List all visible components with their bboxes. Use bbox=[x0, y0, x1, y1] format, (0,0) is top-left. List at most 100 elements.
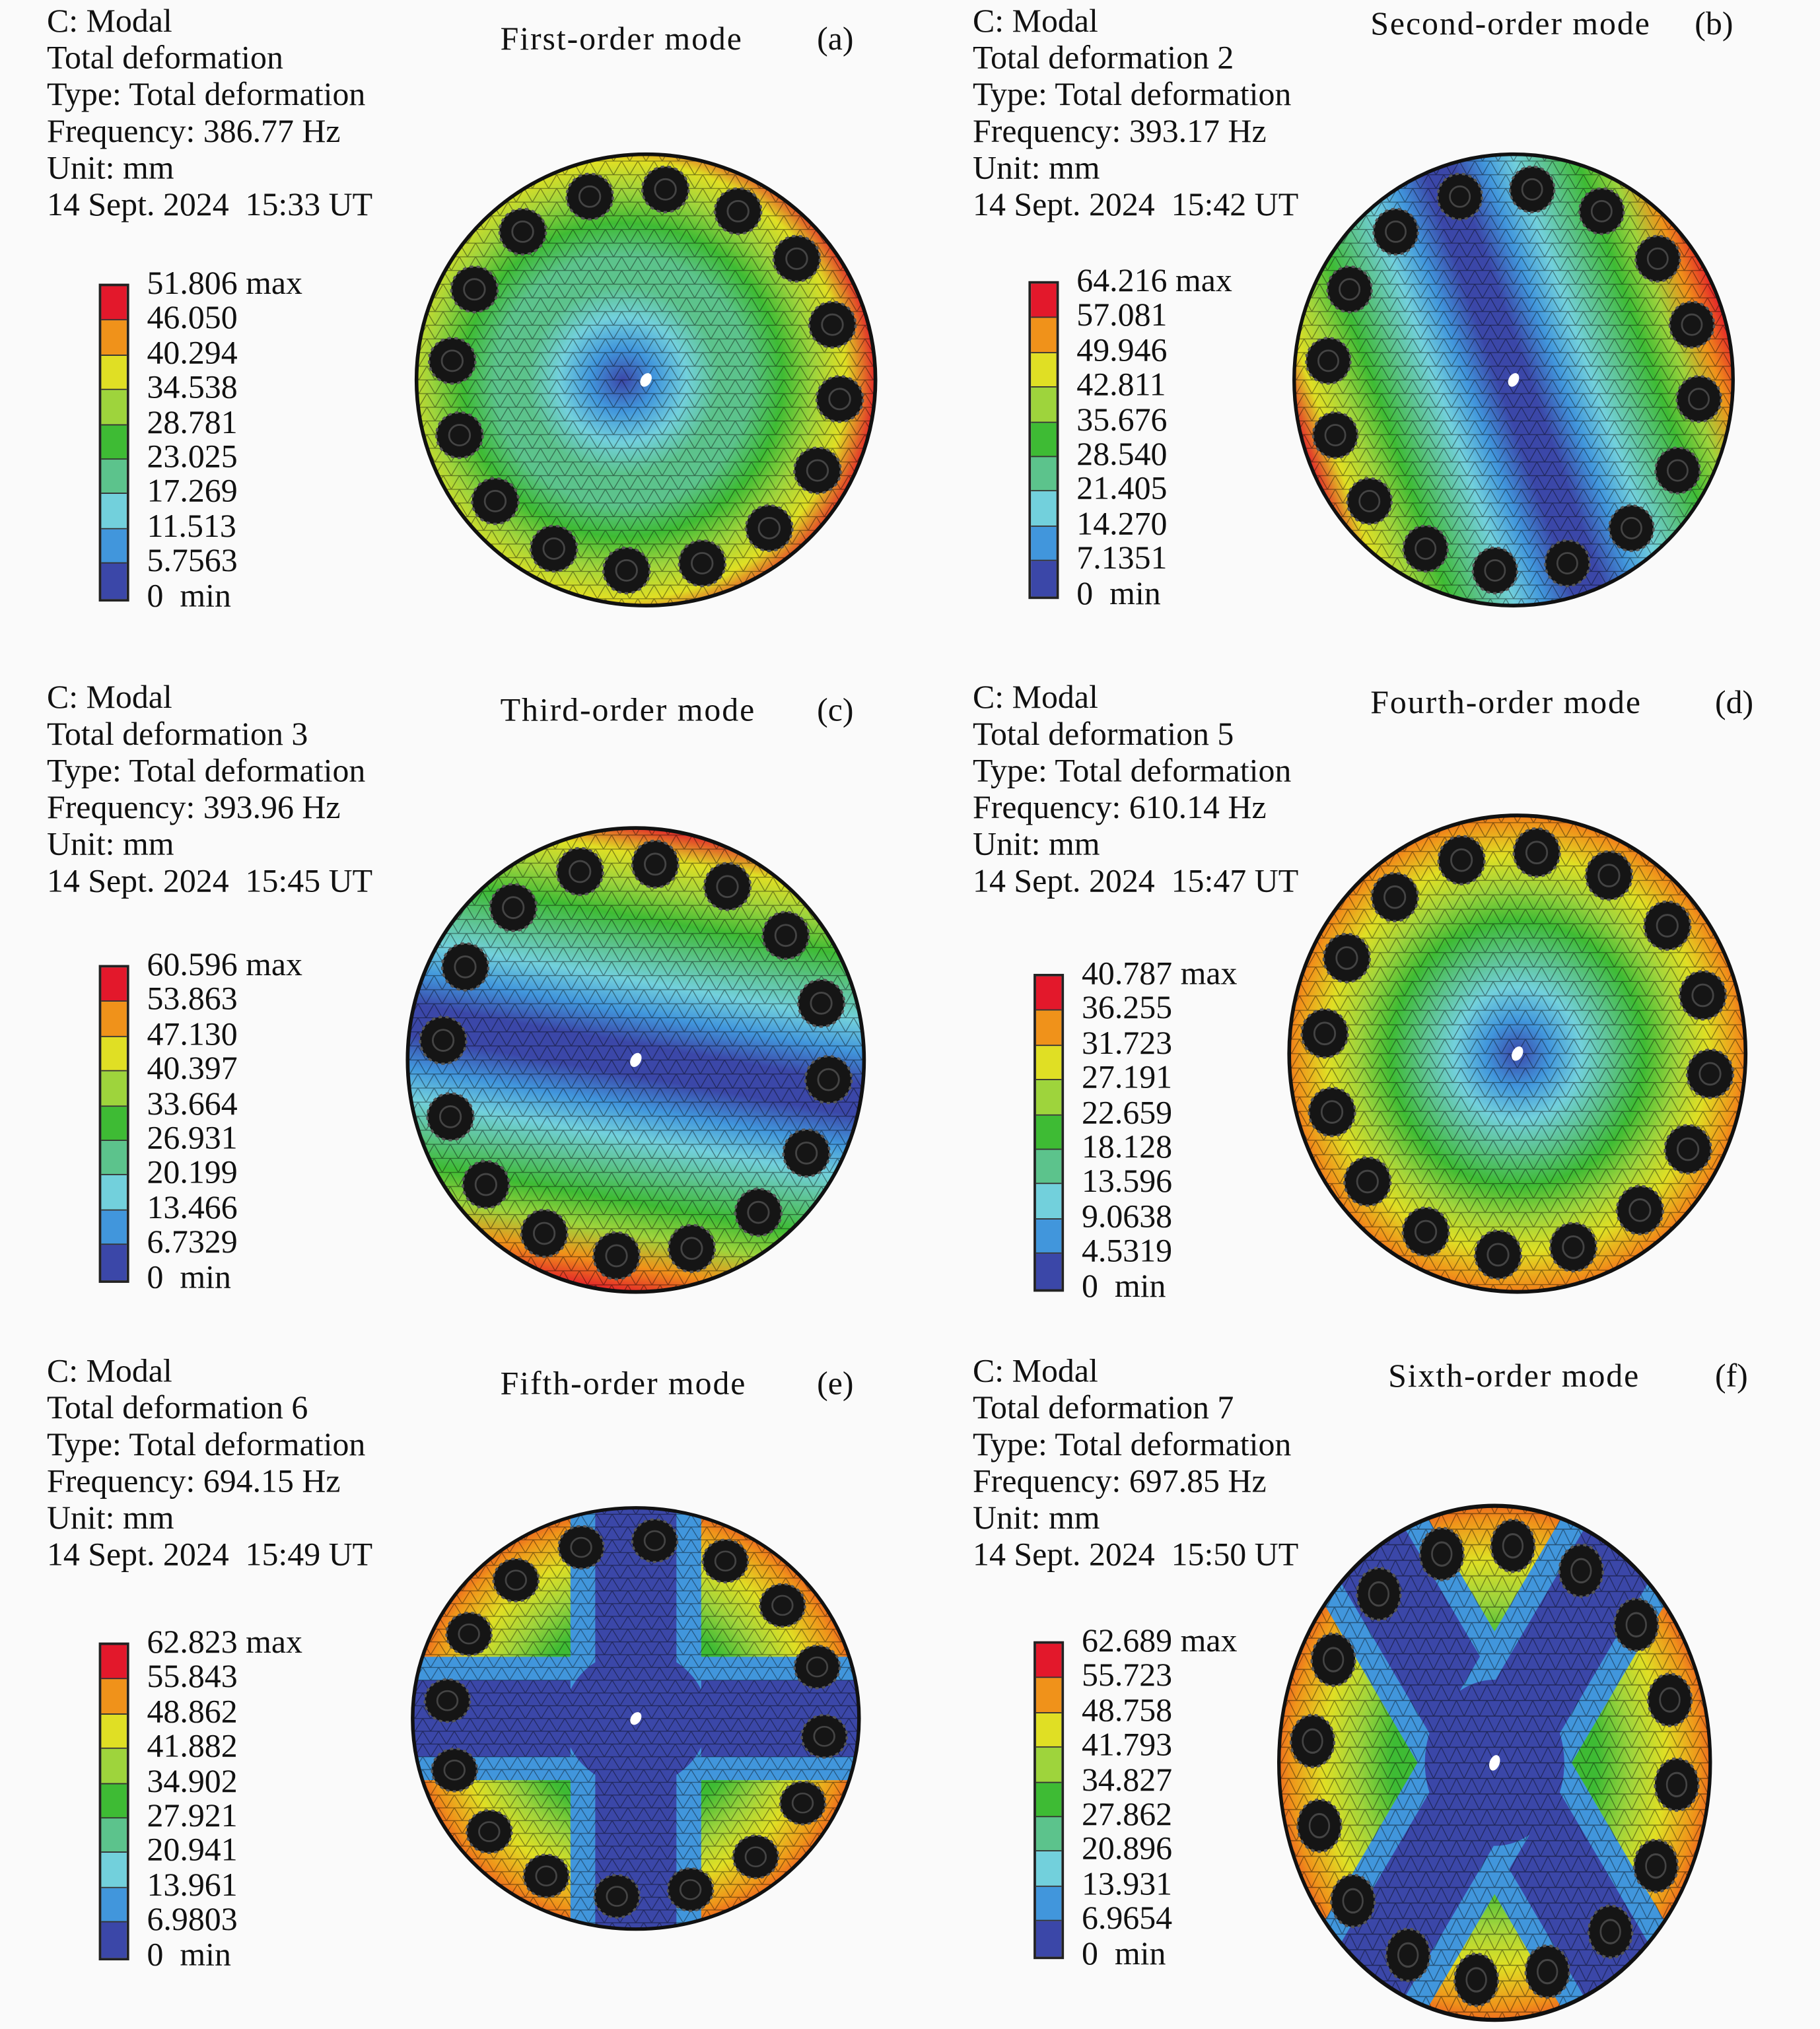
bolt-hole bbox=[1654, 446, 1701, 495]
bolt-hole bbox=[565, 172, 614, 221]
bolt-hole bbox=[1634, 234, 1681, 283]
info-line: Unit: mm bbox=[973, 1499, 1100, 1536]
legend-band bbox=[101, 967, 127, 1002]
mode-shape-contour-plot bbox=[414, 152, 878, 607]
legend-band bbox=[101, 1106, 127, 1142]
mode-shape-contour-plot bbox=[1292, 152, 1735, 607]
center-hole bbox=[1508, 373, 1520, 387]
bolt-hole bbox=[593, 1874, 641, 1919]
center-hole bbox=[640, 373, 652, 387]
bolt-hole bbox=[1558, 1543, 1604, 1599]
legend-tick-label: 62.823 max bbox=[147, 1623, 302, 1661]
legend-band bbox=[1035, 976, 1062, 1012]
legend-tick-label: 31.723 bbox=[1081, 1024, 1173, 1061]
legend-band bbox=[1031, 422, 1057, 458]
disc-plot bbox=[410, 1506, 861, 1938]
legend-tick-label: 27.921 bbox=[147, 1797, 238, 1834]
legend-band bbox=[1035, 1219, 1062, 1255]
legend-band bbox=[1031, 561, 1057, 596]
bolt-hole bbox=[804, 1054, 853, 1105]
legend-band bbox=[1031, 526, 1057, 561]
legend-tick-label: 18.128 bbox=[1081, 1128, 1173, 1165]
bolt-hole bbox=[440, 942, 490, 992]
legend-band bbox=[101, 425, 127, 460]
bolt-hole bbox=[462, 1159, 510, 1210]
legend-band bbox=[101, 1245, 127, 1280]
legend-tick-label: 4.5319 bbox=[1081, 1232, 1173, 1270]
legend-band bbox=[1035, 1782, 1062, 1818]
bolt-hole bbox=[1418, 1527, 1465, 1581]
legend-tick-label: 0 min bbox=[1081, 1267, 1166, 1304]
bolt-hole bbox=[772, 234, 822, 283]
legend-band bbox=[101, 355, 127, 391]
info-line: 14 Sept. 2024 15:33 UT bbox=[46, 186, 373, 223]
disc-outline bbox=[414, 152, 878, 607]
bolt-hole bbox=[667, 1223, 717, 1274]
legend-tick-label: 27.862 bbox=[1081, 1795, 1173, 1833]
info-line: Frequency: 694.15 Hz bbox=[46, 1462, 341, 1499]
bolt-hole bbox=[808, 300, 857, 349]
legend-tick-label: 22.659 bbox=[1081, 1093, 1173, 1131]
bolt-hole bbox=[602, 546, 651, 595]
mode-title: Fifth-order mode bbox=[500, 1365, 747, 1402]
mode-panel-b: C: Modal Total deformation 2 Type: Total d… bbox=[973, 3, 1820, 674]
legend-tick-label: 13.931 bbox=[1081, 1865, 1173, 1902]
result-info-block: C: Modal Total deformation Type: Total def… bbox=[47, 3, 372, 223]
bolt-hole bbox=[427, 337, 477, 385]
legend-tick-label: 21.405 bbox=[1076, 470, 1168, 508]
disc-outline bbox=[405, 826, 866, 1294]
legend-tick-label: 48.862 bbox=[147, 1693, 238, 1730]
legend-tick-label: 20.941 bbox=[147, 1832, 238, 1869]
bolt-hole bbox=[793, 446, 842, 495]
info-line: Unit: mm bbox=[973, 825, 1100, 863]
legend-band bbox=[1035, 1150, 1062, 1185]
legend-color-bar bbox=[98, 283, 129, 602]
legend-tick-label: 34.827 bbox=[1081, 1761, 1173, 1798]
legend-band bbox=[1031, 388, 1057, 423]
disc-outline bbox=[411, 1506, 861, 1931]
bolt-hole bbox=[1608, 504, 1655, 553]
info-line: C: Modal bbox=[46, 679, 172, 716]
legend-band bbox=[1035, 1748, 1062, 1783]
legend-tick-label: 42.811 bbox=[1076, 366, 1166, 403]
bolt-hole bbox=[1544, 539, 1591, 588]
legend-tick-label: 47.130 bbox=[147, 1015, 238, 1052]
disc-plot bbox=[1287, 813, 1748, 1300]
legend-band bbox=[101, 1175, 127, 1211]
legend-band bbox=[101, 1645, 127, 1680]
legend-tick-label: 28.781 bbox=[147, 403, 238, 440]
mode-panel-c: C: Modal Total deformation 3 Type: Total d… bbox=[47, 679, 956, 1350]
bolt-hole bbox=[1401, 1206, 1450, 1257]
legend-band bbox=[1035, 1817, 1062, 1852]
bolt-hole bbox=[1632, 1838, 1679, 1894]
modal-analysis-figure: C: Modal Total deformation Type: Total def… bbox=[46, 3, 1820, 2022]
bolt-hole bbox=[1471, 546, 1519, 595]
info-line: Total deformation 3 bbox=[46, 715, 308, 753]
bolt-hole bbox=[1490, 1518, 1536, 1573]
legend-band bbox=[101, 286, 127, 322]
bolt-hole bbox=[445, 1611, 493, 1657]
center-hole bbox=[1512, 1046, 1523, 1061]
bolt-hole bbox=[1436, 172, 1483, 221]
bolt-hole bbox=[759, 1583, 806, 1628]
legend-band bbox=[101, 1714, 127, 1750]
legend-tick-label: 55.843 bbox=[147, 1658, 238, 1696]
legend-color-bar bbox=[98, 965, 129, 1283]
info-line: Type: Total deformation bbox=[973, 76, 1292, 113]
center-hole bbox=[630, 1712, 642, 1725]
legend-tick-label: 0 min bbox=[1076, 574, 1161, 611]
bolt-hole bbox=[641, 165, 690, 214]
legend-band bbox=[1031, 491, 1057, 527]
legend-tick-label: 0 min bbox=[1081, 1935, 1166, 1972]
mode-panel-d: C: Modal Total deformation 5 Type: Total d… bbox=[973, 679, 1820, 1350]
info-line: Frequency: 697.85 Hz bbox=[973, 1462, 1267, 1499]
disc-outline bbox=[1292, 152, 1735, 607]
info-line: Total deformation 5 bbox=[973, 715, 1234, 753]
bolt-hole bbox=[471, 477, 520, 526]
bolt-hole bbox=[734, 1187, 783, 1237]
info-line: 14 Sept. 2024 15:49 UT bbox=[46, 1536, 373, 1573]
info-line: Unit: mm bbox=[973, 149, 1100, 186]
legend-band bbox=[101, 321, 127, 356]
bolt-hole bbox=[1646, 1672, 1693, 1727]
bolt-hole bbox=[1678, 970, 1728, 1021]
